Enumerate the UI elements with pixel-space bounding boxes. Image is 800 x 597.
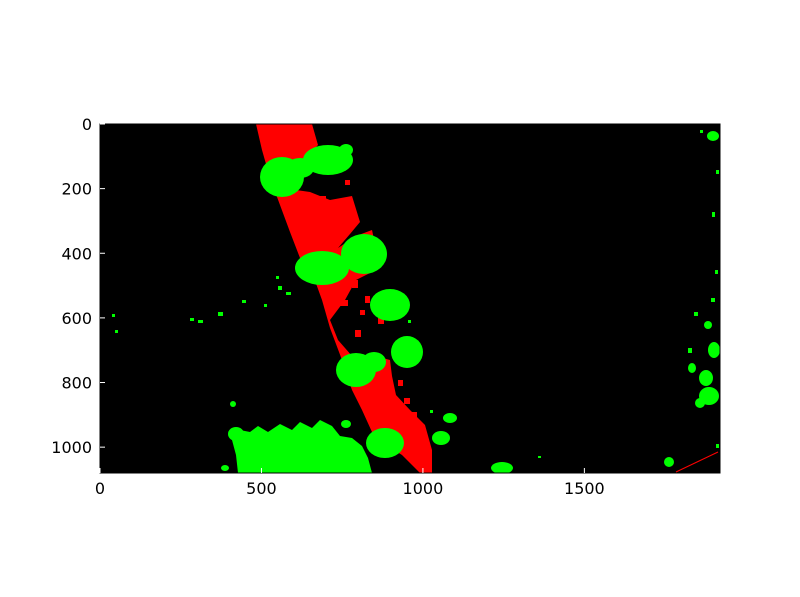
x-tick-label: 500 bbox=[246, 479, 277, 498]
x-tick-label: 1000 bbox=[403, 479, 444, 498]
green-blobs bbox=[260, 144, 513, 473]
plot-area bbox=[99, 123, 721, 474]
green-right-edge bbox=[664, 130, 720, 467]
plot-frame bbox=[99, 123, 721, 474]
y-tick-label: 0 bbox=[82, 115, 92, 134]
y-tick-label: 600 bbox=[61, 309, 92, 328]
red-line-bottom-right bbox=[675, 451, 719, 473]
y-axis: 0 200 400 600 800 1000 bbox=[51, 115, 105, 457]
y-tick-label: 1000 bbox=[51, 438, 92, 457]
y-tick-label: 800 bbox=[61, 374, 92, 393]
green-specks bbox=[112, 276, 541, 458]
x-axis: 0 500 1000 1500 bbox=[95, 468, 605, 498]
x-tick-label: 1500 bbox=[564, 479, 605, 498]
red-region bbox=[256, 124, 432, 473]
y-tick-label: 200 bbox=[61, 180, 92, 199]
x-tick-label: 0 bbox=[95, 479, 105, 498]
green-foliage-bottom bbox=[221, 401, 372, 473]
y-tick-label: 400 bbox=[61, 244, 92, 263]
